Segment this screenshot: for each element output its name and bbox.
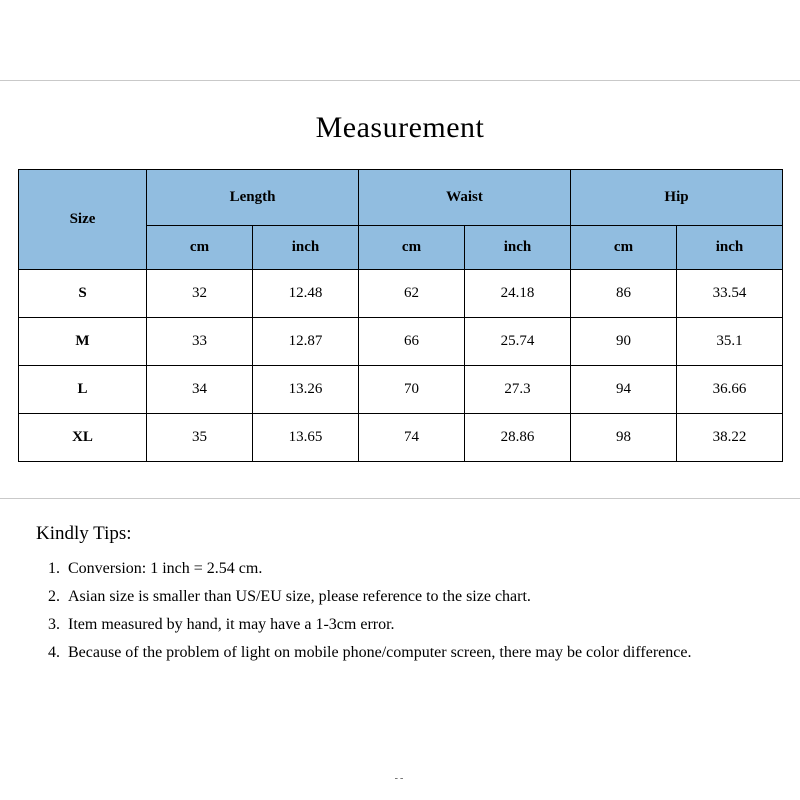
table-row: S 32 12.48 62 24.18 86 33.54 [19,270,783,318]
page: Measurement Size Length Waist Hip cm inc… [0,0,800,800]
header-waist-cm: cm [359,226,465,270]
header-hip-inch: inch [677,226,783,270]
tips-item: Because of the problem of light on mobil… [64,639,800,667]
table-row: XL 35 13.65 74 28.86 98 38.22 [19,414,783,462]
header-hip-cm: cm [571,226,677,270]
tips-section: Kindly Tips: Conversion: 1 inch = 2.54 c… [36,523,800,667]
cell: 98 [571,414,677,462]
table-frame: Measurement Size Length Waist Hip cm inc… [0,80,800,499]
header-waist: Waist [359,170,571,226]
header-size: Size [19,170,147,270]
cell: 24.18 [465,270,571,318]
cell: 12.48 [253,270,359,318]
cell: 28.86 [465,414,571,462]
cell: 32 [147,270,253,318]
cell: 94 [571,366,677,414]
cell: 12.87 [253,318,359,366]
cell: 34 [147,366,253,414]
header-length-inch: inch [253,226,359,270]
tips-item: Item measured by hand, it may have a 1-3… [64,611,800,639]
cell: 70 [359,366,465,414]
cell: 33.54 [677,270,783,318]
tips-item: Asian size is smaller than US/EU size, p… [64,583,800,611]
table-body: S 32 12.48 62 24.18 86 33.54 M 33 12.87 … [19,270,783,462]
table-header: Size Length Waist Hip cm inch cm inch cm… [19,170,783,270]
cell: 38.22 [677,414,783,462]
header-length-cm: cm [147,226,253,270]
cell: 74 [359,414,465,462]
tips-item: Conversion: 1 inch = 2.54 cm. [64,555,800,583]
cell: 66 [359,318,465,366]
table-row: L 34 13.26 70 27.3 94 36.66 [19,366,783,414]
cell: 13.26 [253,366,359,414]
cell: 13.65 [253,414,359,462]
row-size: M [19,318,147,366]
cell: 86 [571,270,677,318]
cell: 62 [359,270,465,318]
cell: 35 [147,414,253,462]
row-size: XL [19,414,147,462]
tips-title: Kindly Tips: [36,523,800,545]
tips-list: Conversion: 1 inch = 2.54 cm. Asian size… [42,555,800,667]
cell: 90 [571,318,677,366]
cell: 27.3 [465,366,571,414]
page-title: Measurement [18,111,782,145]
header-hip: Hip [571,170,783,226]
cell: 33 [147,318,253,366]
header-waist-inch: inch [465,226,571,270]
row-size: L [19,366,147,414]
cell: 25.74 [465,318,571,366]
header-length: Length [147,170,359,226]
table-row: M 33 12.87 66 25.74 90 35.1 [19,318,783,366]
measurement-table: Size Length Waist Hip cm inch cm inch cm… [18,169,783,462]
row-size: S [19,270,147,318]
footer-mark: -- [0,773,800,784]
cell: 36.66 [677,366,783,414]
cell: 35.1 [677,318,783,366]
